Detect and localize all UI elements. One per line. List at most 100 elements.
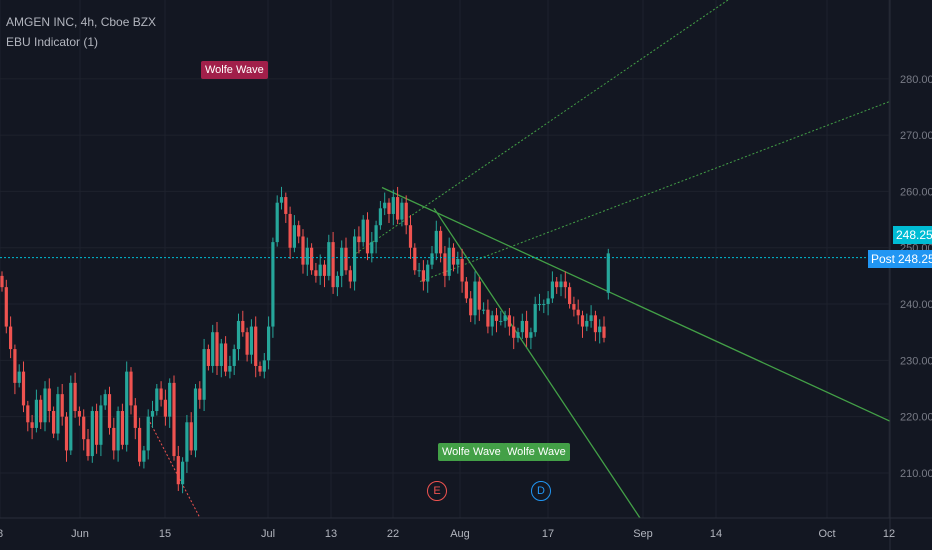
candle <box>408 215 413 259</box>
candle <box>383 192 387 216</box>
candle <box>254 316 258 378</box>
candle <box>598 319 602 344</box>
wolfe-dotted-line-1 <box>355 0 729 254</box>
candle <box>417 262 421 278</box>
candle <box>494 307 499 333</box>
wolfe-wave-tag-bottom-1: Wolfe Wave <box>438 443 505 461</box>
x-tick-label: Jul <box>261 528 275 540</box>
candle <box>499 310 503 326</box>
candle <box>129 367 133 415</box>
candle <box>473 271 477 325</box>
candle <box>464 277 468 303</box>
candle <box>206 344 210 371</box>
candle <box>34 389 38 433</box>
point-d-marker: D <box>531 481 551 501</box>
candle <box>13 344 17 395</box>
candle <box>439 226 443 263</box>
candle <box>163 389 167 426</box>
x-tick-label: Oct <box>818 528 835 540</box>
candle <box>447 237 451 281</box>
candle <box>537 293 542 311</box>
candle <box>271 237 275 338</box>
candle <box>146 409 150 460</box>
candle <box>125 361 129 452</box>
candle <box>224 336 228 377</box>
wolfe-upper-line <box>381 186 891 422</box>
candle <box>529 327 533 350</box>
post-price-label: 248.25 <box>895 250 932 268</box>
y-tick-label: 280.00 <box>900 74 932 86</box>
y-tick-label: 270.00 <box>900 130 932 142</box>
candle <box>348 265 352 289</box>
candle <box>370 231 374 263</box>
candle <box>77 406 81 426</box>
candle <box>90 406 94 463</box>
candle <box>555 277 559 294</box>
candle <box>503 310 507 328</box>
candle <box>589 305 593 328</box>
candle <box>245 327 249 362</box>
candle <box>353 229 357 291</box>
candle <box>512 316 516 350</box>
x-tick-label: 8 <box>0 528 3 540</box>
candle <box>490 310 494 336</box>
candle <box>232 344 236 375</box>
candle <box>258 361 262 377</box>
candle <box>26 400 30 432</box>
candle <box>550 271 554 303</box>
chart-legend: AMGEN INC, 4h, Cboe BZX EBU Indicator (1… <box>6 12 156 52</box>
y-tick-label: 240.00 <box>900 299 932 311</box>
candle <box>236 313 241 361</box>
candle <box>507 307 511 336</box>
x-tick-label: 17 <box>542 528 554 540</box>
candle <box>477 277 481 321</box>
candle <box>572 296 576 317</box>
x-tick-label: 12 <box>883 528 895 540</box>
candle <box>159 381 163 407</box>
candle <box>64 412 69 462</box>
candle <box>99 395 103 457</box>
candle <box>469 291 473 323</box>
candle <box>176 445 180 491</box>
candle <box>185 414 189 473</box>
candle <box>542 299 546 314</box>
candle <box>0 271 4 292</box>
candle <box>60 383 64 426</box>
candle <box>404 195 408 235</box>
x-tick-label: Sep <box>633 528 653 540</box>
candle <box>310 243 314 275</box>
candle <box>228 355 232 379</box>
candle <box>215 322 219 375</box>
candle <box>133 398 137 440</box>
y-tick-label: 220.00 <box>900 412 932 424</box>
trend-lines <box>149 0 891 519</box>
candle <box>486 299 490 334</box>
current-price-label: 248.25 <box>893 226 932 244</box>
candle <box>168 378 172 428</box>
candle <box>443 246 447 288</box>
wolfe-target-line <box>433 207 641 519</box>
candle <box>198 381 202 409</box>
red-projection-line <box>149 422 201 519</box>
candle <box>563 271 567 299</box>
candle <box>374 220 378 254</box>
candle <box>155 383 159 416</box>
candle <box>172 375 176 461</box>
candle <box>297 220 301 244</box>
candle <box>241 310 245 337</box>
candle <box>103 389 107 410</box>
candle <box>318 254 322 285</box>
candle <box>150 400 155 428</box>
y-tick-label: 210.00 <box>900 468 932 480</box>
candle <box>219 338 223 378</box>
candle <box>17 364 21 388</box>
candle <box>56 386 60 441</box>
candle <box>482 302 486 315</box>
candle-series <box>0 186 610 494</box>
candle <box>43 381 47 432</box>
candle <box>21 361 26 413</box>
indicator-label: EBU Indicator (1) <box>6 35 99 49</box>
candle <box>400 198 404 227</box>
